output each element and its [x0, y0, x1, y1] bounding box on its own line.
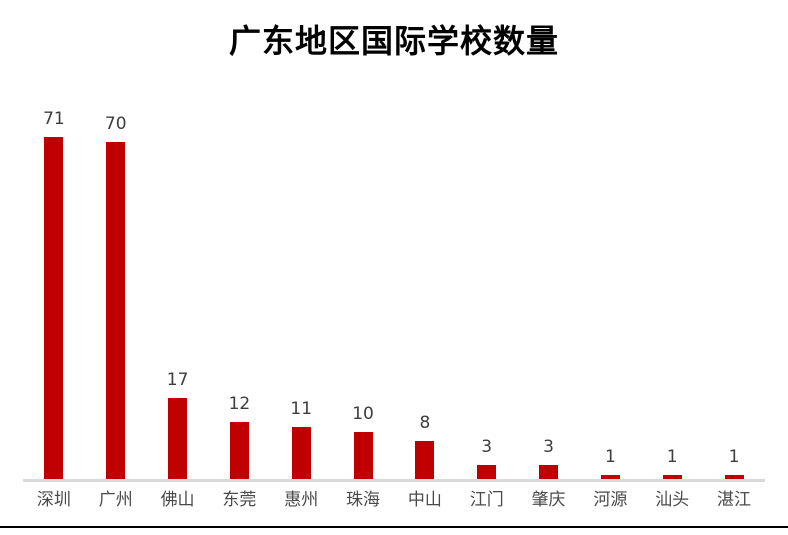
bar	[44, 137, 64, 480]
value-label: 1	[666, 447, 678, 467]
bar	[600, 475, 620, 480]
bar	[477, 465, 497, 480]
value-label: 10	[352, 404, 374, 424]
x-axis-line	[23, 479, 765, 482]
bar	[106, 142, 126, 480]
category-label: 惠州	[284, 490, 319, 510]
bar-column: 10	[332, 406, 394, 480]
bar-column: 3	[456, 439, 518, 480]
category-label: 江门	[469, 490, 504, 510]
category-label: 珠海	[346, 490, 381, 510]
bar	[539, 465, 559, 480]
bar	[168, 398, 188, 480]
bar-column: 1	[579, 449, 641, 480]
value-label: 8	[419, 413, 431, 433]
category-label: 河源	[593, 490, 628, 510]
category-label: 深圳	[36, 490, 71, 510]
plot-area: 71 70 17 12 11 10 8 3 3 1 1 1	[23, 100, 765, 480]
value-label: 70	[104, 114, 127, 134]
value-label: 1	[728, 447, 740, 467]
chart-title: 广东地区国际学校数量	[228, 22, 559, 60]
bar-column: 17	[147, 372, 209, 480]
value-label: 3	[481, 437, 493, 457]
category-label: 湛江	[717, 490, 752, 510]
bar	[229, 422, 249, 480]
bar-column: 11	[270, 401, 332, 480]
category-label: 东莞	[222, 490, 257, 510]
value-label: 17	[166, 370, 189, 390]
bar-column: 8	[394, 415, 456, 480]
category-label: 广州	[98, 490, 133, 510]
bar-column: 1	[641, 449, 703, 480]
bar-column: 70	[85, 116, 147, 480]
bar	[415, 441, 435, 480]
bar-column: 71	[23, 111, 85, 480]
bar-column: 1	[703, 449, 765, 480]
category-label: 肇庆	[531, 490, 566, 510]
value-label: 12	[228, 394, 251, 414]
value-label: 11	[290, 399, 313, 419]
bar	[662, 475, 682, 480]
bar	[291, 427, 311, 480]
x-axis-labels: 深圳 广州 佛山 东莞 惠州 珠海 中山 江门 肇庆 河源 汕头 湛江	[23, 489, 765, 511]
value-label: 71	[43, 109, 65, 129]
bar	[353, 432, 373, 480]
bar	[724, 475, 744, 480]
bar-column: 3	[518, 439, 580, 480]
category-label: 中山	[407, 490, 442, 510]
category-label: 佛山	[160, 490, 195, 510]
bottom-border-line	[0, 526, 788, 528]
category-label: 汕头	[655, 490, 690, 510]
value-label: 1	[604, 447, 616, 467]
bar-column: 12	[208, 396, 270, 480]
value-label: 3	[543, 437, 554, 457]
